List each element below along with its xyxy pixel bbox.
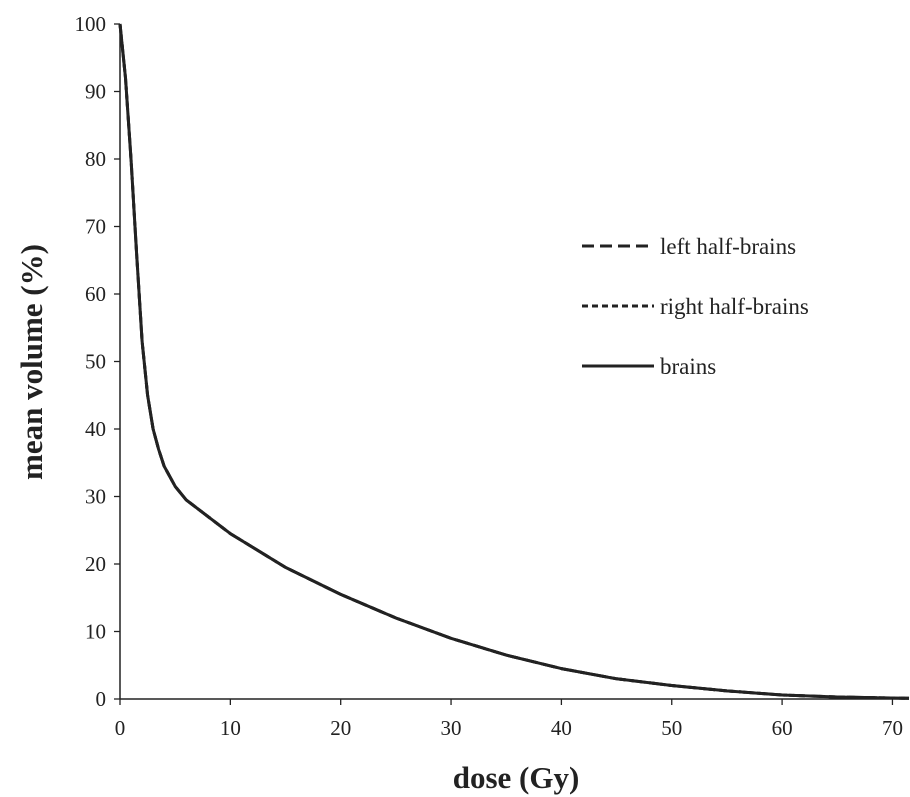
- legend-label: brains: [660, 354, 716, 379]
- x-axis-ticks: 0 10 20 30 40 50 60 70: [115, 699, 903, 740]
- x-tick-label: 30: [441, 716, 462, 740]
- x-tick-label: 70: [882, 716, 903, 740]
- legend-label: left half-brains: [660, 234, 796, 259]
- legend: left half-brains right half-brains brains: [582, 234, 809, 379]
- x-tick-label: 20: [330, 716, 351, 740]
- legend-label: right half-brains: [660, 294, 809, 319]
- y-tick-label: 10: [85, 620, 106, 644]
- series-line-0: [118, 23, 910, 700]
- x-tick-label: 60: [772, 716, 793, 740]
- y-tick-label: 60: [85, 282, 106, 306]
- x-tick-label: 40: [551, 716, 572, 740]
- y-tick-label: 50: [85, 350, 106, 374]
- y-axis-ticks: 0 10 20 30 40 50 60 70 80 90 100: [75, 12, 120, 711]
- y-tick-label: 80: [85, 147, 106, 171]
- x-tick-label: 50: [661, 716, 682, 740]
- y-tick-label: 0: [96, 687, 107, 711]
- x-tick-label: 10: [220, 716, 241, 740]
- series-line-2: [118, 23, 910, 700]
- x-axis-title: dose (Gy): [453, 760, 580, 795]
- x-tick-label: 0: [115, 716, 126, 740]
- y-tick-label: 90: [85, 80, 106, 104]
- y-tick-label: 20: [85, 552, 106, 576]
- series-lines: [118, 23, 910, 700]
- y-tick-label: 100: [75, 12, 107, 36]
- axes: [119, 24, 909, 700]
- y-tick-label: 40: [85, 417, 106, 441]
- y-tick-label: 70: [85, 215, 106, 239]
- y-tick-label: 30: [85, 485, 106, 509]
- y-axis-title: mean volume (%): [14, 244, 49, 480]
- series-line-1: [118, 23, 910, 700]
